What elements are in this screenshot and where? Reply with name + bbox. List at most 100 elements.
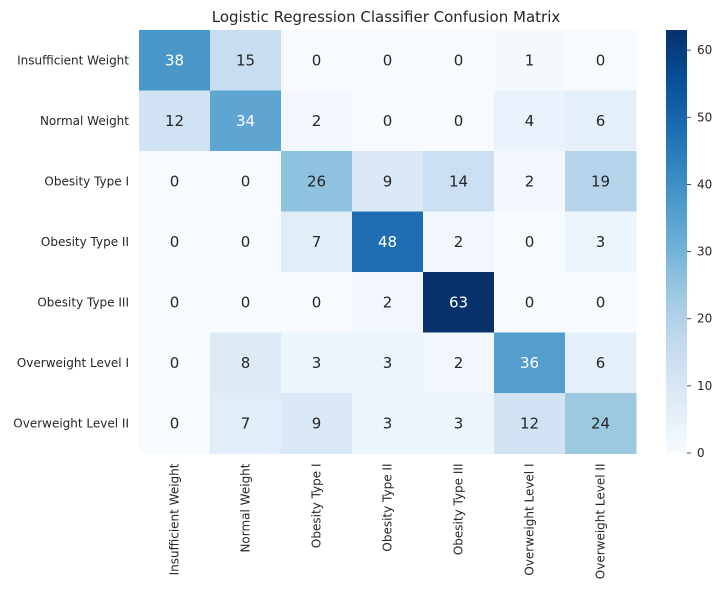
cell-value: 14 — [449, 172, 468, 190]
heatmap-cell — [210, 90, 282, 152]
cell-value: 0 — [312, 51, 322, 69]
cell-value: 0 — [596, 293, 606, 311]
column-label: Obesity Type I — [310, 464, 324, 549]
heatmap-cell — [494, 151, 566, 212]
cell-value: 0 — [525, 293, 535, 311]
heatmap-cell — [139, 151, 211, 212]
heatmap-cell — [139, 272, 211, 333]
heatmap-cell — [423, 393, 495, 454]
cell-value: 6 — [596, 112, 606, 130]
cell-value: 19 — [591, 172, 610, 190]
heatmap-cell — [352, 151, 424, 212]
cell-value: 34 — [236, 112, 255, 130]
cell-value: 12 — [520, 414, 539, 432]
heatmap-cell — [281, 272, 353, 333]
cell-value: 2 — [454, 354, 464, 372]
column-label: Insufficient Weight — [168, 463, 182, 575]
column-label: Overweight Level I — [523, 464, 537, 576]
heatmap-cell — [281, 393, 353, 454]
heatmap-cell — [281, 332, 353, 394]
heatmap-cells: 38 15 0 0 0 1 012 34 2 0 0 4 60 0 26 9 14 2 190 0 7 48 2 0 30 0 0 2… — [139, 30, 637, 454]
heatmap-cell — [210, 151, 282, 212]
heatmap-cell — [352, 393, 424, 454]
cell-value: 2 — [312, 112, 322, 130]
heatmap-cell — [139, 90, 211, 152]
heatmap-cell — [352, 211, 424, 273]
cell-value: 0 — [454, 51, 464, 69]
colorbar-ticks: 0 10 20 30 40 50 60 — [687, 43, 712, 460]
heatmap-cell — [423, 90, 495, 152]
row-labels: Insufficient Weight Normal Weight Obesity … — [13, 53, 129, 430]
heatmap-cell — [423, 30, 495, 91]
cell-value: 0 — [170, 414, 180, 432]
heatmap-cell — [210, 332, 282, 394]
cell-value: 0 — [241, 233, 251, 251]
heatmap-cell — [494, 332, 566, 394]
heatmap-cell — [139, 332, 211, 394]
heatmap-cell — [210, 272, 282, 333]
cell-value: 0 — [170, 354, 180, 372]
cell-value: 0 — [525, 233, 535, 251]
colorbar-tick-label: 10 — [697, 379, 712, 393]
heatmap-cell — [565, 332, 637, 394]
colorbar-tick-label: 50 — [697, 110, 712, 124]
heatmap-cell — [565, 30, 637, 91]
colorbar-tick-label: 20 — [697, 312, 712, 326]
heatmap-cell — [281, 211, 353, 273]
cell-value: 0 — [170, 293, 180, 311]
cell-value: 0 — [383, 51, 393, 69]
cell-value: 9 — [312, 414, 322, 432]
cell-value: 3 — [383, 354, 393, 372]
cell-value: 3 — [454, 414, 464, 432]
cell-value: 7 — [241, 414, 251, 432]
colorbar-tick-label: 40 — [697, 177, 712, 191]
heatmap-cell — [281, 30, 353, 91]
row-label: Obesity Type II — [41, 235, 129, 249]
row-label: Overweight Level II — [13, 416, 129, 430]
cell-value: 2 — [525, 172, 535, 190]
cell-value: 0 — [383, 112, 393, 130]
column-label: Obesity Type II — [381, 464, 395, 552]
cell-value: 12 — [165, 112, 184, 130]
cell-value: 9 — [383, 172, 393, 190]
column-label: Obesity Type III — [452, 464, 466, 556]
row-label: Obesity Type III — [37, 295, 129, 309]
cell-value: 0 — [596, 51, 606, 69]
heatmap-cell — [423, 332, 495, 394]
colorbar-tick-label: 0 — [697, 446, 705, 460]
heatmap-cell — [565, 151, 637, 212]
heatmap-cell — [210, 30, 282, 91]
cell-value: 3 — [596, 233, 606, 251]
column-labels: Insufficient Weight Normal Weight Obesity … — [168, 463, 608, 579]
cell-value: 0 — [241, 293, 251, 311]
cell-value: 1 — [525, 51, 535, 69]
cell-value: 48 — [378, 233, 397, 251]
cell-value: 24 — [591, 414, 610, 432]
heatmap-cell — [139, 211, 211, 273]
heatmap-cell — [565, 90, 637, 152]
chart-title: Logistic Regression Classifier Confusion… — [212, 8, 561, 26]
heatmap-cell — [352, 272, 424, 333]
cell-value: 6 — [596, 354, 606, 372]
cell-value: 63 — [449, 293, 468, 311]
heatmap-cell — [210, 211, 282, 273]
column-label: Overweight Level II — [594, 464, 608, 580]
cell-value: 0 — [312, 293, 322, 311]
cell-value: 3 — [312, 354, 322, 372]
column-label: Normal Weight — [239, 463, 253, 552]
colorbar — [666, 30, 687, 453]
heatmap-cell — [281, 151, 353, 212]
heatmap-cell — [423, 151, 495, 212]
heatmap-cell — [423, 272, 495, 333]
heatmap-cell — [352, 332, 424, 394]
cell-value: 7 — [312, 233, 322, 251]
cell-value: 0 — [454, 112, 464, 130]
cell-value: 0 — [241, 172, 251, 190]
cell-value: 4 — [525, 112, 535, 130]
heatmap-cell — [494, 90, 566, 152]
heatmap-cell — [210, 393, 282, 454]
heatmap-cell — [494, 30, 566, 91]
heatmap-cell — [352, 90, 424, 152]
cell-value: 15 — [236, 51, 255, 69]
